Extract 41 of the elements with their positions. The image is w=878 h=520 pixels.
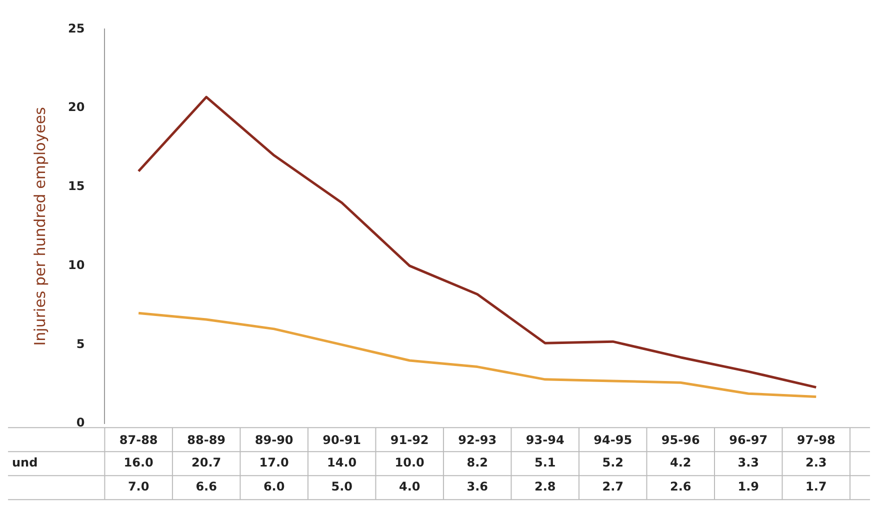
data-label: 16.0 <box>124 456 154 470</box>
x-tick-label: 87-88 <box>119 432 158 447</box>
data-label: 3.3 <box>738 456 759 470</box>
x-tick-label: 90-91 <box>322 432 362 447</box>
data-label: 2.7 <box>602 480 624 494</box>
data-label: 5.0 <box>331 480 352 494</box>
y-tick-label: 5 <box>76 336 85 351</box>
data-label: 1.7 <box>805 480 827 494</box>
x-tick-label: 97-98 <box>796 432 836 447</box>
x-tick-label: 92-93 <box>458 432 497 447</box>
x-tick-label: 96-97 <box>729 432 768 447</box>
x-tick-label: 93-94 <box>526 432 564 447</box>
x-tick-label: 95-96 <box>661 432 700 447</box>
data-label: 6.6 <box>196 480 217 494</box>
data-label: 5.1 <box>534 456 556 470</box>
data-label: 20.7 <box>192 456 222 470</box>
data-label: 6.0 <box>263 480 285 494</box>
data-label: 2.3 <box>805 456 827 470</box>
data-label: 4.2 <box>670 456 692 470</box>
data-label: 1.9 <box>738 480 759 494</box>
data-label: 8.2 <box>466 456 488 470</box>
y-tick-label: 15 <box>68 179 85 194</box>
data-label: 2.6 <box>670 480 692 494</box>
data-label: 3.6 <box>466 480 488 494</box>
data-label: 14.0 <box>327 456 357 470</box>
data-label: 7.0 <box>128 480 150 494</box>
data-label: 10.0 <box>394 456 424 470</box>
data-label: 2.8 <box>534 480 556 494</box>
y-tick-label: 20 <box>68 100 85 114</box>
y-tick-label: 25 <box>68 21 85 36</box>
x-tick-label: 91-92 <box>390 432 429 447</box>
data-label: 5.2 <box>602 456 624 470</box>
x-tick-label: 89-90 <box>254 432 294 447</box>
x-tick-label: 88-89 <box>187 432 226 447</box>
y-tick-label: 10 <box>68 258 85 272</box>
text: und <box>12 456 38 470</box>
x-tick-label: 94-95 <box>594 432 632 447</box>
y-axis-title: Injuries per hundred employees <box>30 106 49 346</box>
y-tick-label: 0 <box>76 416 85 430</box>
data-label: 17.0 <box>259 456 289 470</box>
data-label: 4.0 <box>398 480 420 494</box>
